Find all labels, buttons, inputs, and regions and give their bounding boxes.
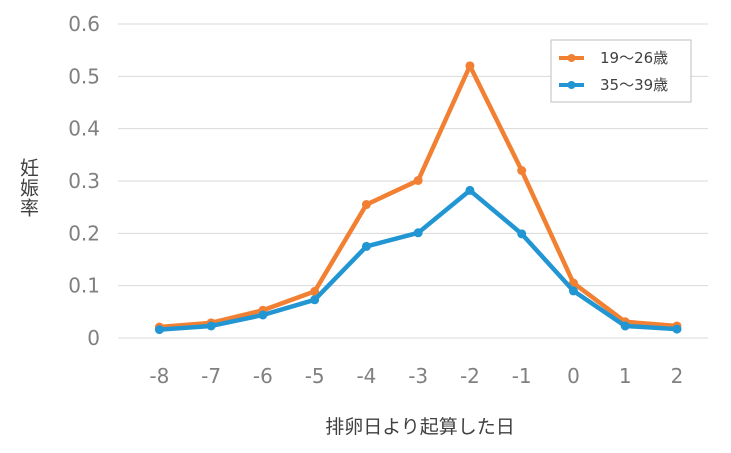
data-point — [568, 286, 578, 296]
data-point — [361, 241, 371, 251]
x-tick-label: -5 — [305, 364, 325, 388]
y-tick-label: 0.5 — [68, 64, 100, 88]
data-point — [310, 295, 320, 305]
y-axis-title: 妊娠率 — [17, 158, 39, 218]
x-tick-label: 0 — [567, 364, 580, 388]
data-point — [154, 325, 164, 335]
x-tick-label: 1 — [619, 364, 632, 388]
data-point — [517, 229, 527, 239]
x-tick-label: -2 — [460, 364, 480, 388]
legend-marker — [567, 54, 576, 62]
x-axis-ticks: -8 -7 -6 -5 -4 -3 -2 -1 0 1 2 — [149, 364, 683, 388]
series-line — [157, 188, 680, 332]
series — [154, 61, 682, 335]
y-tick-label: 0.6 — [68, 12, 100, 36]
y-tick-label: 0.4 — [68, 117, 100, 141]
series-line — [157, 63, 680, 330]
x-tick-label: -4 — [356, 364, 376, 388]
legend-marker — [567, 81, 576, 89]
data-point — [465, 61, 475, 71]
data-point — [310, 286, 320, 296]
x-tick-label: -3 — [408, 364, 428, 388]
x-tick-label: -1 — [512, 364, 532, 388]
data-point — [517, 166, 527, 176]
y-tick-label: 0.3 — [68, 169, 100, 193]
legend: 19〜26歳 35〜39歳 — [550, 39, 692, 103]
legend-box — [550, 39, 692, 103]
data-point — [413, 175, 423, 185]
data-point — [672, 324, 682, 334]
data-point — [413, 228, 423, 238]
x-tick-label: -7 — [201, 364, 221, 388]
legend-label: 19〜26歳 — [600, 49, 668, 67]
y-axis-ticks: 0 0.1 0.2 0.3 0.4 0.5 0.6 — [68, 12, 100, 350]
legend-label: 35〜39歳 — [600, 76, 668, 94]
data-point — [465, 185, 475, 195]
x-tick-label: -8 — [149, 364, 169, 388]
y-tick-label: 0 — [87, 326, 100, 350]
series-2 — [154, 185, 682, 335]
x-tick-label: 2 — [671, 364, 684, 388]
data-point — [258, 310, 268, 320]
data-point — [206, 321, 216, 331]
x-tick-label: -6 — [253, 364, 273, 388]
data-point — [361, 200, 371, 210]
y-tick-label: 0.1 — [68, 274, 100, 298]
y-tick-label: 0.2 — [68, 221, 100, 245]
x-axis-title: 排卵日より起算した日 — [325, 416, 515, 438]
data-point — [620, 321, 630, 331]
